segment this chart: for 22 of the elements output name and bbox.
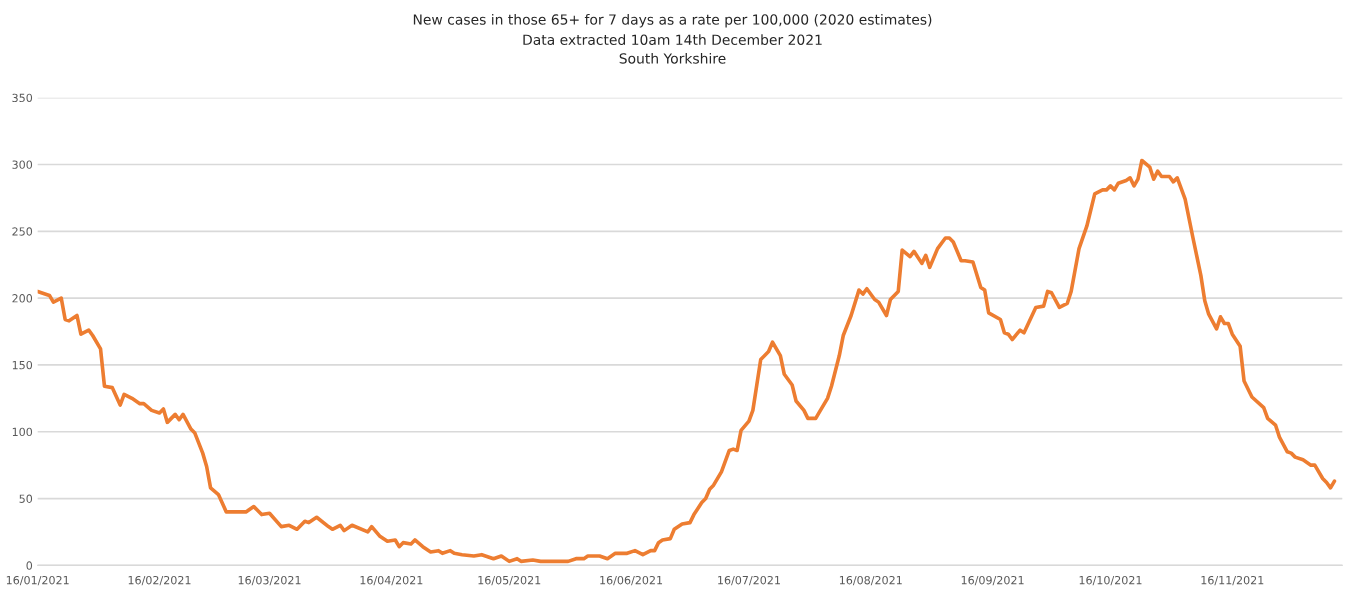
y-tick-label: 200 xyxy=(12,294,33,303)
y-tick-label: 150 xyxy=(12,360,33,370)
x-tick-label: 16/06/2021 xyxy=(600,575,663,586)
x-tick-label: 16/10/2021 xyxy=(1079,575,1142,586)
y-tick-label: 350 xyxy=(12,93,33,103)
y-tick-label: 100 xyxy=(12,427,33,437)
x-tick-label: 16/05/2021 xyxy=(478,575,541,586)
y-tick-label: 300 xyxy=(12,160,33,169)
x-tick-label: 16/03/2021 xyxy=(238,575,301,586)
x-tick-label: 16/04/2021 xyxy=(360,575,423,586)
y-tick-label: 50 xyxy=(19,494,33,503)
x-tick-label: 16/02/2021 xyxy=(128,575,191,586)
chart-subtitle: Data extracted 10am 14th December 2021 South Yorkshire xyxy=(523,34,822,64)
line-series xyxy=(37,158,1337,564)
chart-title: New cases in those 65+ for 7 days as a rate per 100,000 (2020 estimates) xyxy=(413,14,932,28)
x-tick-label: 16/08/2021 xyxy=(839,575,902,586)
x-tick-label: 16/11/2021 xyxy=(1201,575,1264,586)
x-tick-label: 16/09/2021 xyxy=(961,575,1024,586)
y-tick-label: 0 xyxy=(26,561,33,570)
y-tick-label: 250 xyxy=(12,227,33,236)
x-tick-label: 16/01/2021 xyxy=(6,575,69,586)
x-tick-label: 16/07/2021 xyxy=(718,575,780,586)
